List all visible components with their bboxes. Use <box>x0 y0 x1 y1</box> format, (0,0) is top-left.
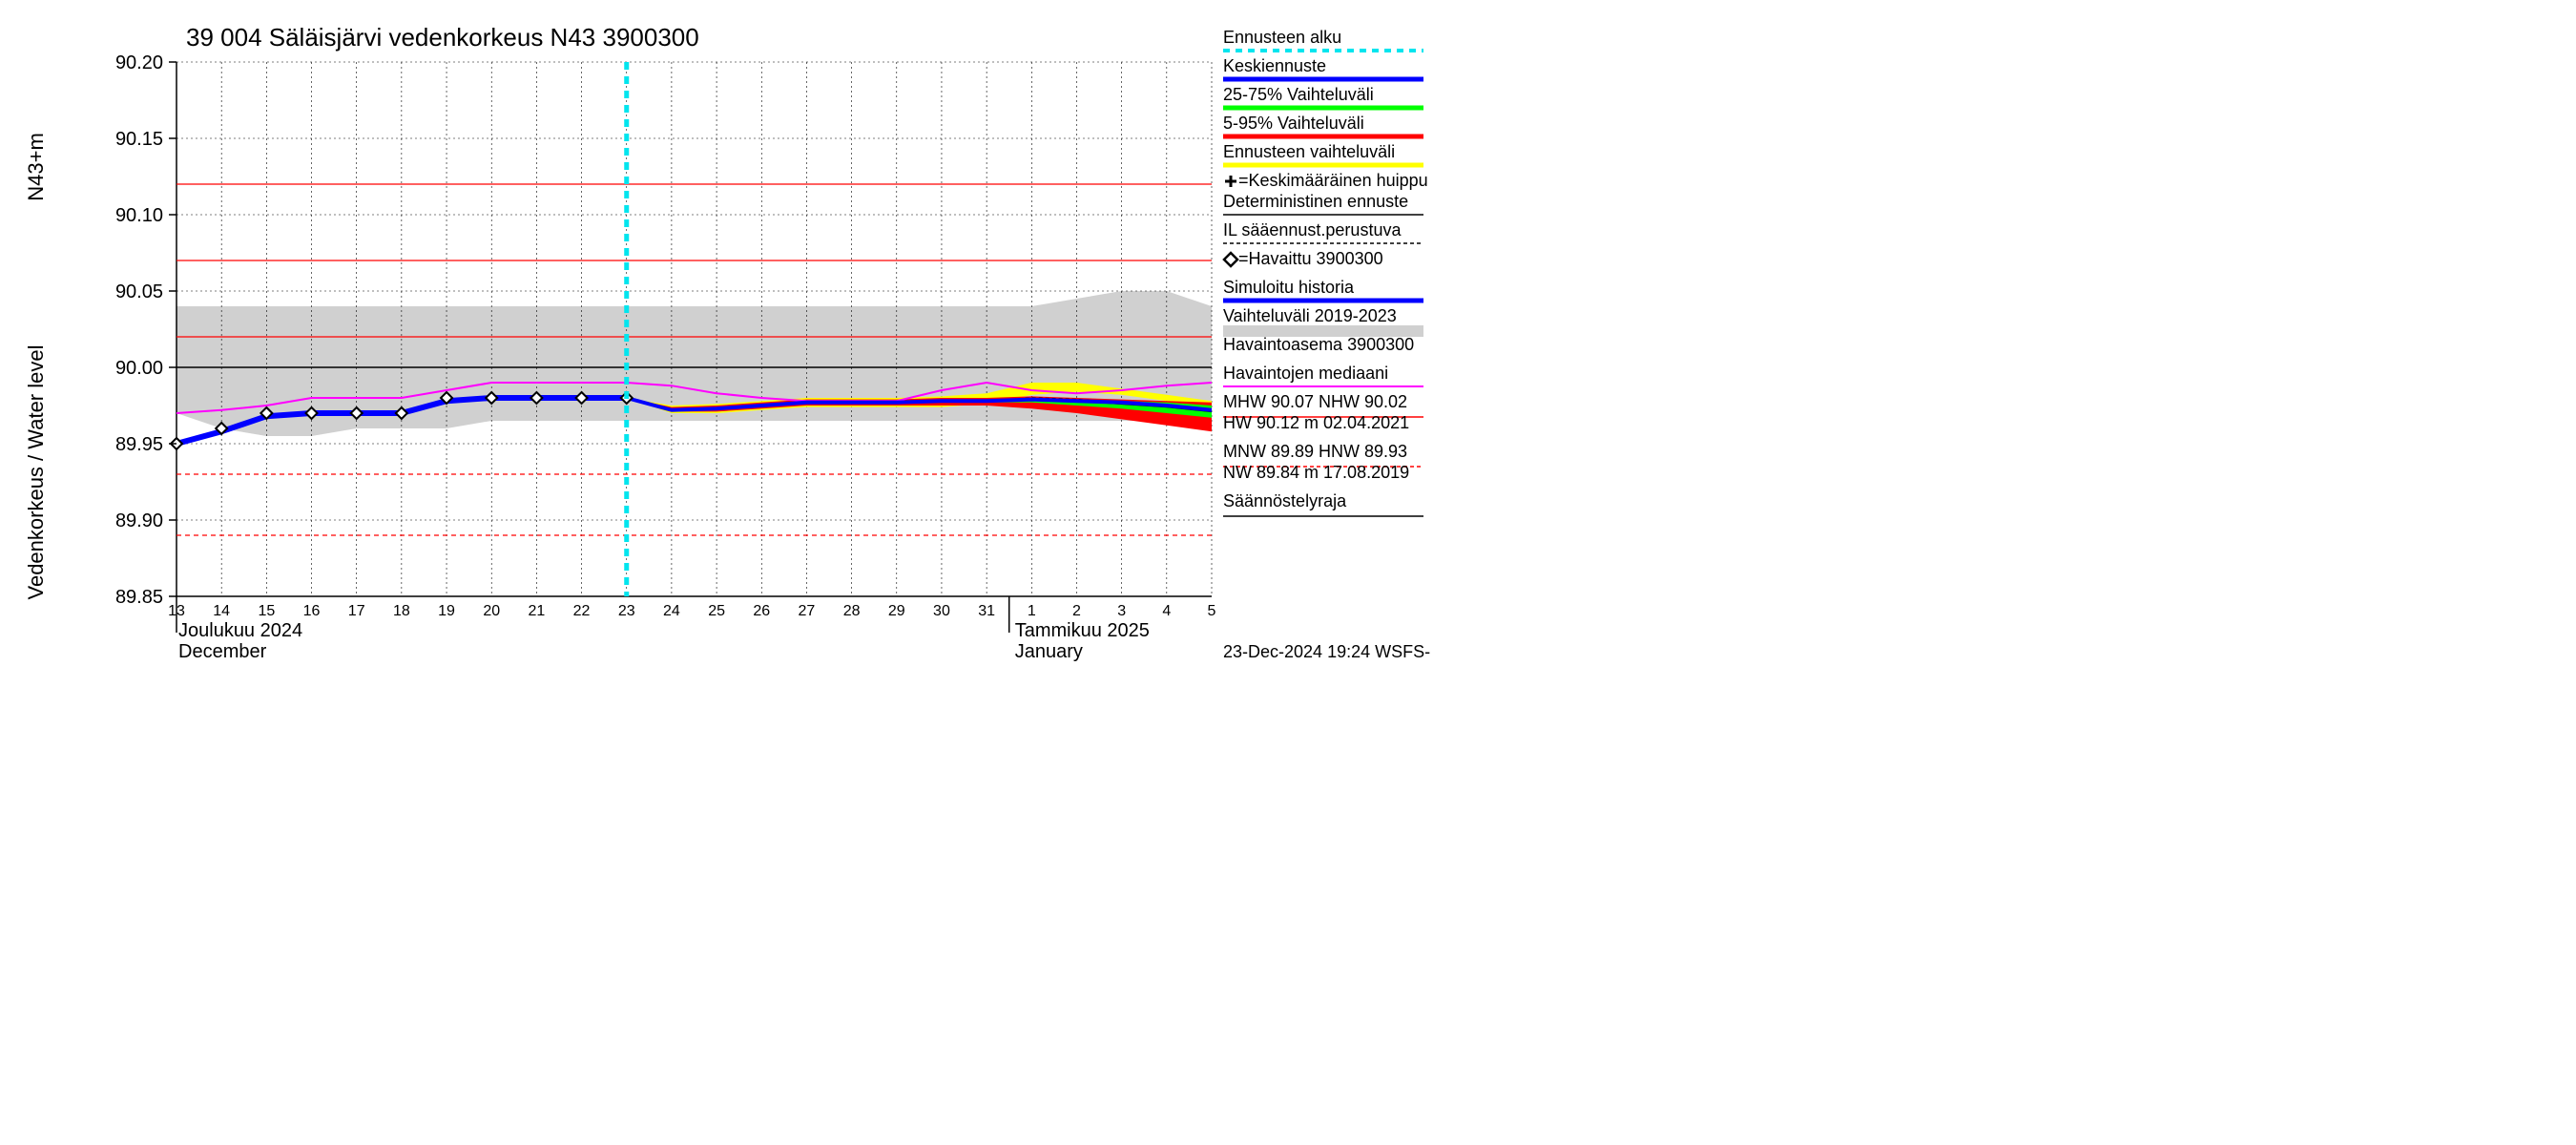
x-tick-label: 2 <box>1072 603 1081 619</box>
legend-label: Simuloitu historia <box>1223 278 1355 297</box>
y-tick-label: 90.00 <box>115 358 163 379</box>
x-tick-label: 22 <box>573 603 591 619</box>
y-tick-label: 90.15 <box>115 129 163 150</box>
legend-label: HW 90.12 m 02.04.2021 <box>1223 413 1409 432</box>
x-tick-label: 4 <box>1162 603 1171 619</box>
legend-label: 5-95% Vaihteluväli <box>1223 114 1364 133</box>
legend-label: Vaihteluväli 2019-2023 <box>1223 306 1397 325</box>
y-tick-label: 89.85 <box>115 587 163 608</box>
y-tick-label: 90.10 <box>115 205 163 226</box>
chart-title: 39 004 Säläisjärvi vedenkorkeus N43 3900… <box>186 23 699 52</box>
x-tick-label: 31 <box>978 603 995 619</box>
legend-label: =Keskimääräinen huippu <box>1238 171 1428 190</box>
chart-container: 89.85 89.90 89.95 90.00 90.05 90.10 90.15 90.20… <box>0 0 1431 668</box>
y-tick-label: 90.20 <box>115 52 163 73</box>
x-tick-label: 26 <box>753 603 770 619</box>
x-tick-label: 5 <box>1208 603 1216 619</box>
legend-label: Havaintoasema 3900300 <box>1223 335 1414 354</box>
y-axis-label-bottom: Vedenkorkeus / Water level <box>24 345 48 600</box>
y-axis-label-top: N43+m <box>24 133 48 201</box>
legend-label: Deterministinen ennuste <box>1223 192 1408 211</box>
x-tick-label: 14 <box>213 603 230 619</box>
legend-label: Havaintojen mediaani <box>1223 364 1388 383</box>
x-tick-label: 15 <box>258 603 275 619</box>
legend-label: NW 89.84 m 17.08.2019 <box>1223 463 1409 482</box>
legend-label: Ennusteen vaihteluväli <box>1223 142 1395 161</box>
x-tick-label: 28 <box>843 603 861 619</box>
y-tick-label: 89.90 <box>115 510 163 531</box>
x-tick-label: 16 <box>303 603 321 619</box>
x-tick-label: 18 <box>393 603 410 619</box>
legend-label: Ennusteen alku <box>1223 28 1341 47</box>
legend-label: MHW 90.07 NHW 90.02 <box>1223 392 1407 411</box>
x-tick-label: 20 <box>483 603 500 619</box>
legend-label: Keskiennuste <box>1223 56 1326 75</box>
x-tick-label: 13 <box>168 603 185 619</box>
chart-svg: 89.85 89.90 89.95 90.00 90.05 90.10 90.15 90.20… <box>0 0 1431 668</box>
x-tick-label: 3 <box>1117 603 1126 619</box>
x-tick-label: 21 <box>528 603 545 619</box>
month-label-en: January <box>1015 641 1083 662</box>
x-tick-label: 24 <box>663 603 680 619</box>
legend-label: Säännöstelyraja <box>1223 491 1347 510</box>
month-label-en: December <box>178 641 267 662</box>
x-tick-label: 27 <box>799 603 816 619</box>
legend-label: MNW 89.89 HNW 89.93 <box>1223 442 1407 461</box>
x-tick-label: 17 <box>348 603 365 619</box>
legend-label: IL sääennust.perustuva <box>1223 220 1402 239</box>
x-tick-label: 19 <box>438 603 455 619</box>
y-tick-label: 90.05 <box>115 281 163 302</box>
y-tick-label: 89.95 <box>115 434 163 455</box>
x-tick-label: 29 <box>888 603 905 619</box>
footer-timestamp: 23-Dec-2024 19:24 WSFS-O <box>1223 642 1431 661</box>
x-tick-label: 25 <box>708 603 725 619</box>
legend-label: =Havaittu 3900300 <box>1238 249 1383 268</box>
month-label-fi: Tammikuu 2025 <box>1015 620 1150 641</box>
x-tick-label: 30 <box>933 603 950 619</box>
x-tick-label: 1 <box>1028 603 1036 619</box>
x-tick-label: 23 <box>618 603 635 619</box>
month-label-fi: Joulukuu 2024 <box>178 620 302 641</box>
legend-label: 25-75% Vaihteluväli <box>1223 85 1374 104</box>
